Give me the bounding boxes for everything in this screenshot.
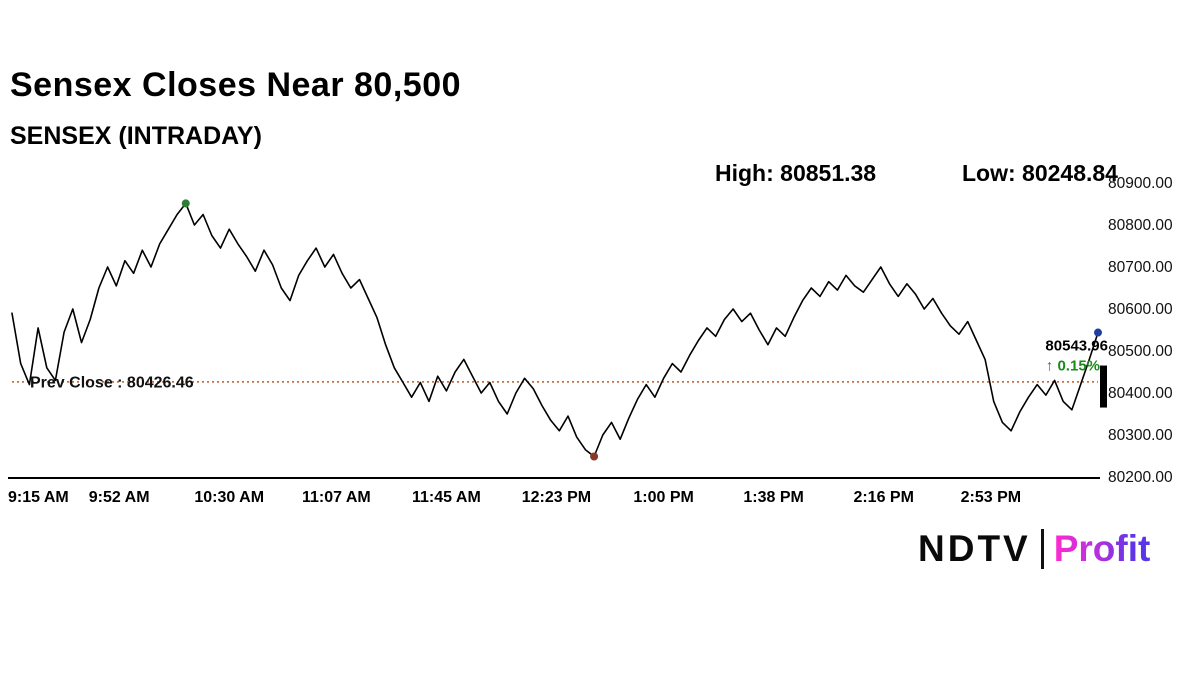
ndtv-logo-text: NDTV — [918, 528, 1031, 569]
x-axis-label: 10:30 AM — [194, 489, 264, 506]
x-axis-label: 11:45 AM — [412, 489, 481, 506]
percent-change-label: ↑ 0.15% — [1046, 358, 1100, 375]
y-axis-label: 80300.00 — [1108, 427, 1173, 444]
price-line — [11, 202, 1099, 458]
x-axis-label: 9:15 AM — [8, 489, 69, 506]
y-axis-label: 80400.00 — [1108, 385, 1173, 402]
y-axis-label: 80900.00 — [1108, 175, 1173, 192]
ndtv-profit-logo: NDTV Profit — [918, 528, 1150, 570]
x-axis-label: 9:52 AM — [89, 489, 150, 506]
logo-divider — [1040, 529, 1044, 569]
low-value-label: Low: 80248.84 — [962, 160, 1118, 186]
low-marker-dot — [590, 452, 599, 461]
x-axis-label: 1:38 PM — [743, 489, 803, 506]
page-title: Sensex Closes Near 80,500 — [10, 66, 462, 104]
high-marker-dot — [181, 199, 190, 208]
prev-close-label: Prev Close : 80426.46 — [30, 374, 194, 391]
y-axis-label: 80800.00 — [1108, 217, 1173, 234]
chart-subtitle: SENSEX (INTRADAY) — [10, 122, 262, 150]
profit-logo-text: Profit — [1053, 528, 1151, 569]
x-axis-label: 2:53 PM — [961, 489, 1021, 506]
x-axis-label: 12:23 PM — [522, 489, 591, 506]
close-marker-bar — [1100, 365, 1107, 408]
y-axis-label: 80200.00 — [1108, 469, 1173, 486]
x-axis-label: 1:00 PM — [633, 489, 693, 506]
y-axis-label: 80500.00 — [1108, 343, 1173, 360]
y-axis-label: 80700.00 — [1108, 259, 1173, 276]
last-price-label: 80543.96 — [1045, 338, 1108, 355]
high-value-label: High: 80851.38 — [715, 160, 877, 186]
y-axis-label: 80600.00 — [1108, 301, 1173, 318]
x-axis-label: 11:07 AM — [302, 489, 371, 506]
x-axis-label: 2:16 PM — [853, 489, 913, 506]
last-marker-dot — [1094, 328, 1102, 337]
